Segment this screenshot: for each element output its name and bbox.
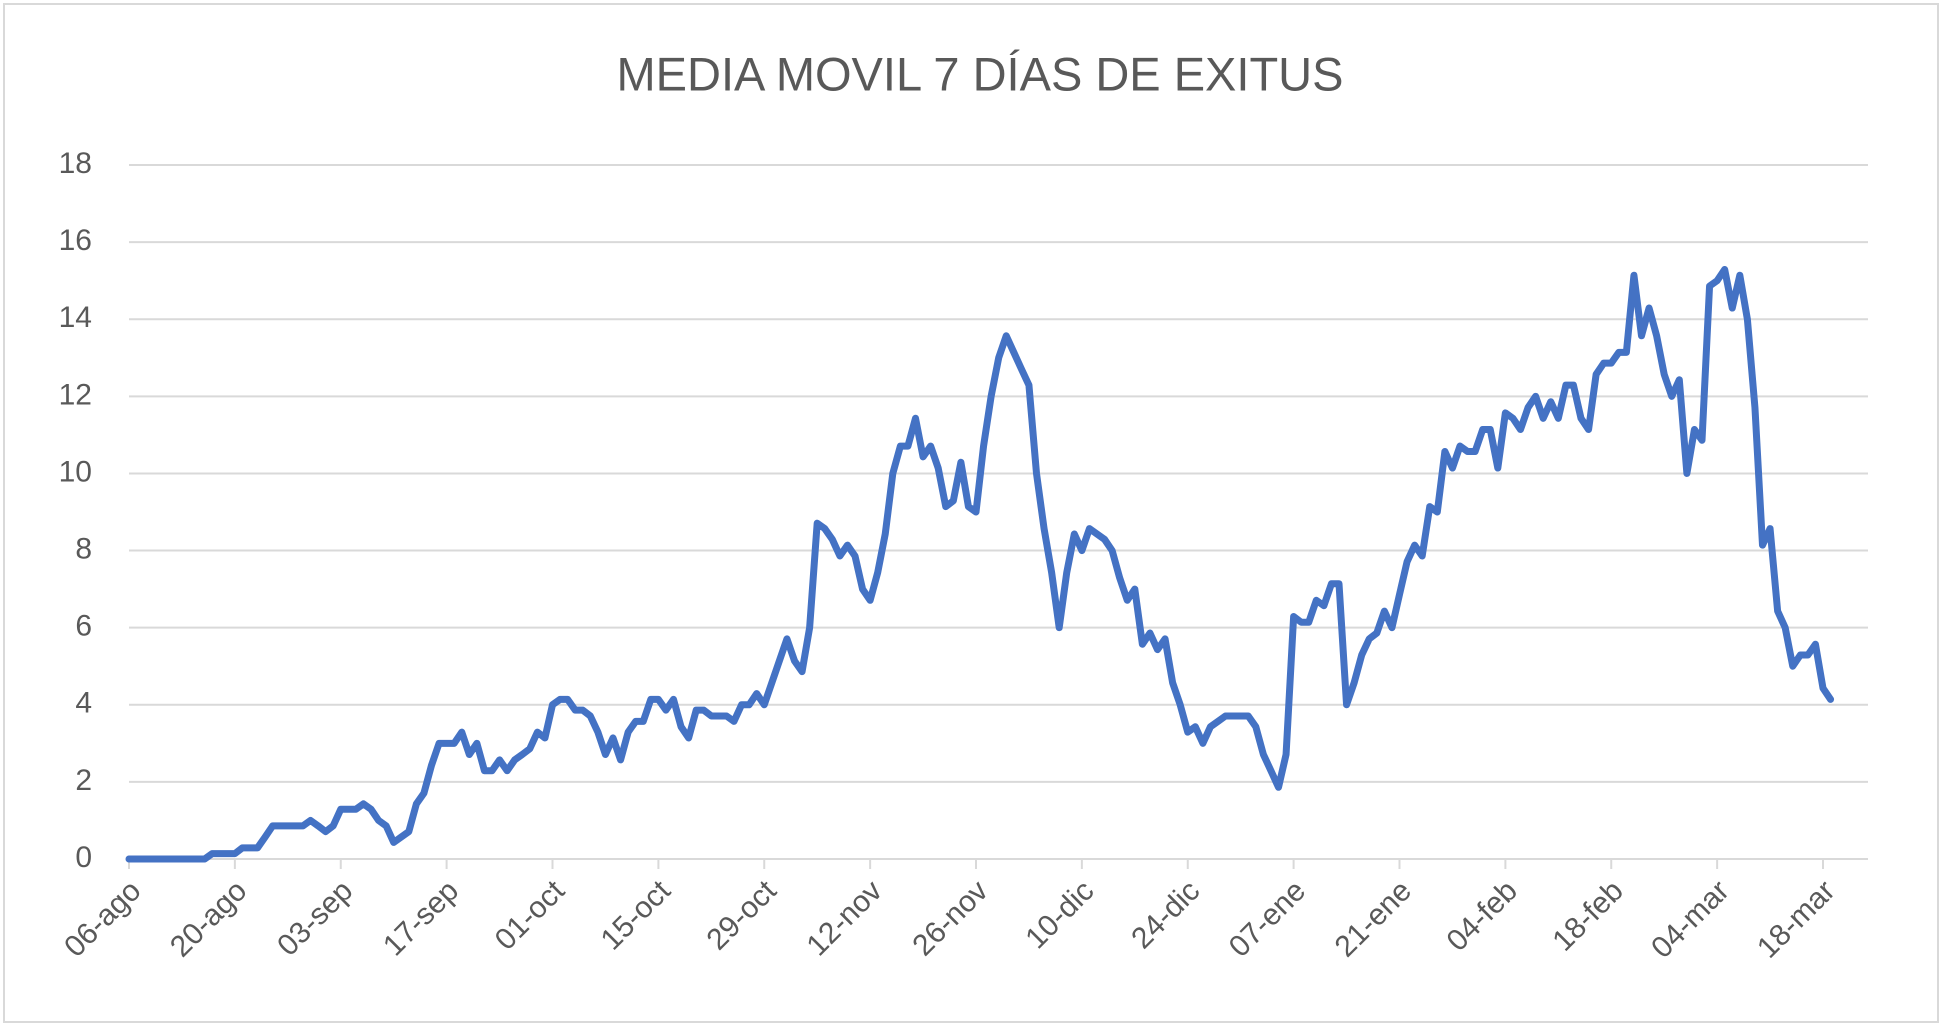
y-tick-label: 14 <box>59 301 92 334</box>
y-tick-label: 8 <box>75 532 92 565</box>
y-tick-label: 10 <box>59 455 92 488</box>
y-tick-label: 0 <box>75 841 92 874</box>
chart-title: MEDIA MOVIL 7 DÍAS DE EXITUS <box>617 47 1344 100</box>
data-line <box>125 265 1835 863</box>
y-tick-label: 12 <box>59 378 92 411</box>
y-tick-label: 16 <box>59 224 92 257</box>
y-tick-label: 4 <box>75 687 92 720</box>
y-tick-label: 18 <box>59 147 92 180</box>
y-tick-label: 6 <box>75 610 92 643</box>
chart-border <box>3 3 1939 1023</box>
y-tick-label: 2 <box>75 764 92 797</box>
